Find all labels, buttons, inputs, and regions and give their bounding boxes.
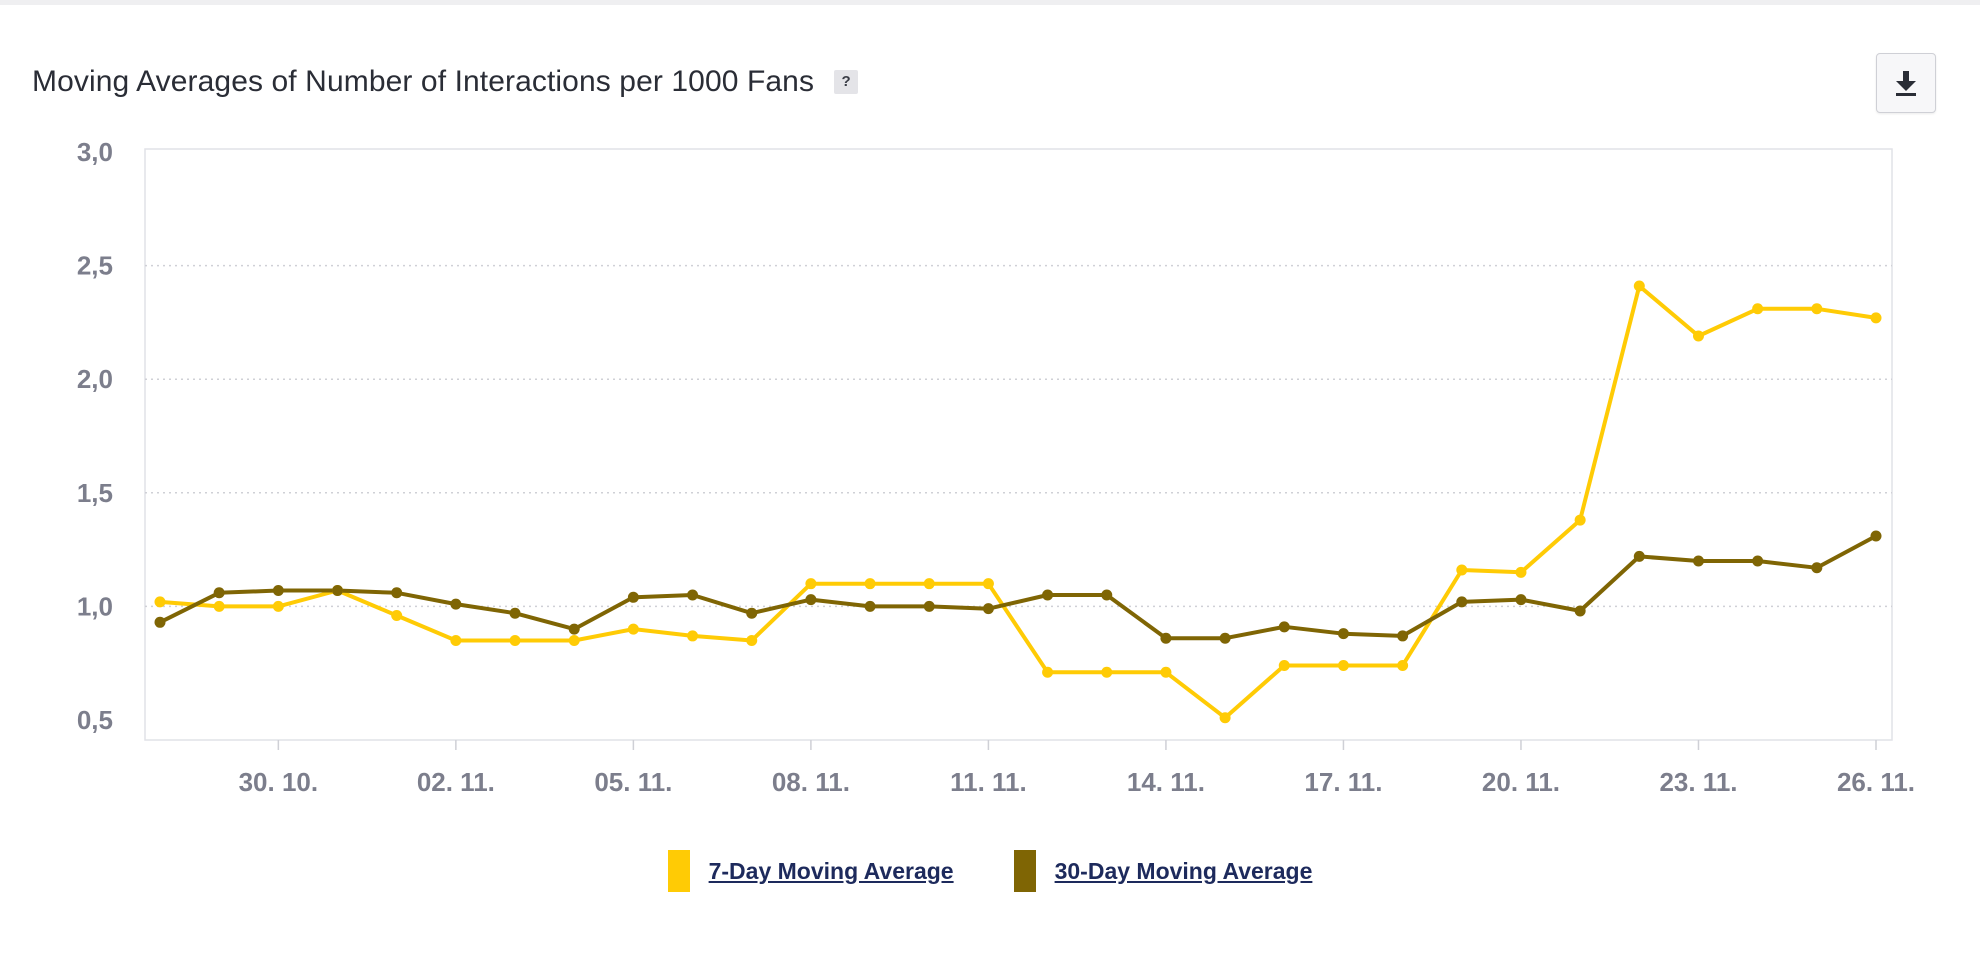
y-tick-label: 1,0 [77,591,113,621]
data-point-30day [1811,562,1823,574]
chart-title: Moving Averages of Number of Interaction… [32,65,815,98]
x-tick-label: 02. 11. [417,767,495,797]
data-point-30day [450,598,462,610]
data-point-30day [1870,530,1882,542]
data-point-7day [1633,280,1645,292]
data-point-30day [154,616,166,628]
data-point-30day [687,589,699,601]
data-point-30day [1160,632,1172,644]
legend: 7-Day Moving Average 30-Day Moving Avera… [0,850,1980,892]
data-point-30day [1752,555,1764,567]
data-point-30day [923,600,935,612]
data-point-7day [805,578,817,590]
data-point-7day [1101,666,1113,678]
line-chart: 0,5 1,0 1,5 2,0 2,5 3,0 30. 10. 02. 11. 05. 11. 0… [77,137,1915,797]
data-point-30day [1337,628,1349,640]
data-point-30day [1042,589,1054,601]
data-point-30day [272,584,284,596]
data-point-7day [1811,303,1823,315]
data-point-7day [1574,514,1586,526]
data-point-7day [627,623,639,635]
x-tick-label: 23. 11. [1659,767,1737,797]
x-tick-label: 05. 11. [594,767,672,797]
data-point-7day [272,600,284,612]
data-point-30day [332,584,344,596]
data-point-7day [1752,303,1764,315]
x-tick-label: 14. 11. [1127,767,1205,797]
data-point-7day [1219,712,1231,724]
y-tick-label: 1,5 [77,478,113,508]
data-point-30day [391,587,403,599]
help-badge[interactable]: ? [834,70,859,94]
data-point-30day [1692,555,1704,567]
data-point-7day [568,634,580,646]
data-point-7day [923,578,935,590]
data-point-30day [627,591,639,603]
data-point-30day [213,587,225,599]
x-tick-label: 26. 11. [1837,767,1915,797]
data-point-30day [805,594,817,606]
data-point-30day [1574,605,1586,617]
data-point-7day [391,609,403,621]
data-point-30day [864,600,876,612]
data-point-30day [1633,550,1645,562]
x-tick-label: 30. 10. [239,767,319,797]
data-point-7day [1042,666,1054,678]
data-point-30day [1456,596,1468,608]
top-border [0,0,1980,5]
download-button[interactable] [1876,53,1936,113]
data-point-7day [509,634,521,646]
series-line-7day [158,284,1878,720]
legend-item-7day[interactable]: 7-Day Moving Average [667,850,954,892]
data-point-7day [1692,330,1704,342]
legend-swatch-7day [667,850,690,892]
x-tick-label: 17. 11. [1304,767,1382,797]
data-point-7day [1515,566,1527,578]
y-tick-label: 3,0 [77,137,113,167]
data-point-30day [1101,589,1113,601]
data-point-30day [568,623,580,635]
data-point-7day [687,630,699,642]
data-point-30day [509,607,521,619]
x-tick-label: 20. 11. [1482,767,1560,797]
legend-label-7day[interactable]: 7-Day Moving Average [708,857,954,884]
data-point-30day [1278,621,1290,633]
data-point-7day [982,578,994,590]
data-point-7day [864,578,876,590]
plot-frame [144,148,1893,741]
data-point-30day [982,603,994,615]
y-tick-label: 0,5 [77,705,113,735]
data-point-30day [1397,630,1409,642]
download-icon [1896,71,1916,96]
series-line-30day [158,534,1878,641]
chart-header: Moving Averages of Number of Interaction… [32,60,859,104]
legend-swatch-30day [1013,850,1036,892]
data-point-7day [1870,312,1882,324]
y-tick-label: 2,0 [77,364,113,394]
x-tick-label: 08. 11. [772,767,850,797]
y-tick-label: 2,5 [77,251,113,281]
data-point-7day [154,596,166,608]
data-point-7day [1278,659,1290,671]
data-point-7day [213,600,225,612]
data-point-30day [1515,594,1527,606]
data-point-7day [1337,659,1349,671]
data-point-30day [746,607,758,619]
data-point-7day [1456,564,1468,576]
x-tick-label: 11. 11. [950,767,1027,797]
legend-label-30day[interactable]: 30-Day Moving Average [1054,857,1313,884]
data-point-7day [1160,666,1172,678]
data-point-7day [450,634,462,646]
data-point-7day [1397,659,1409,671]
data-point-7day [746,634,758,646]
data-point-30day [1219,632,1231,644]
legend-item-30day[interactable]: 30-Day Moving Average [1013,850,1313,892]
